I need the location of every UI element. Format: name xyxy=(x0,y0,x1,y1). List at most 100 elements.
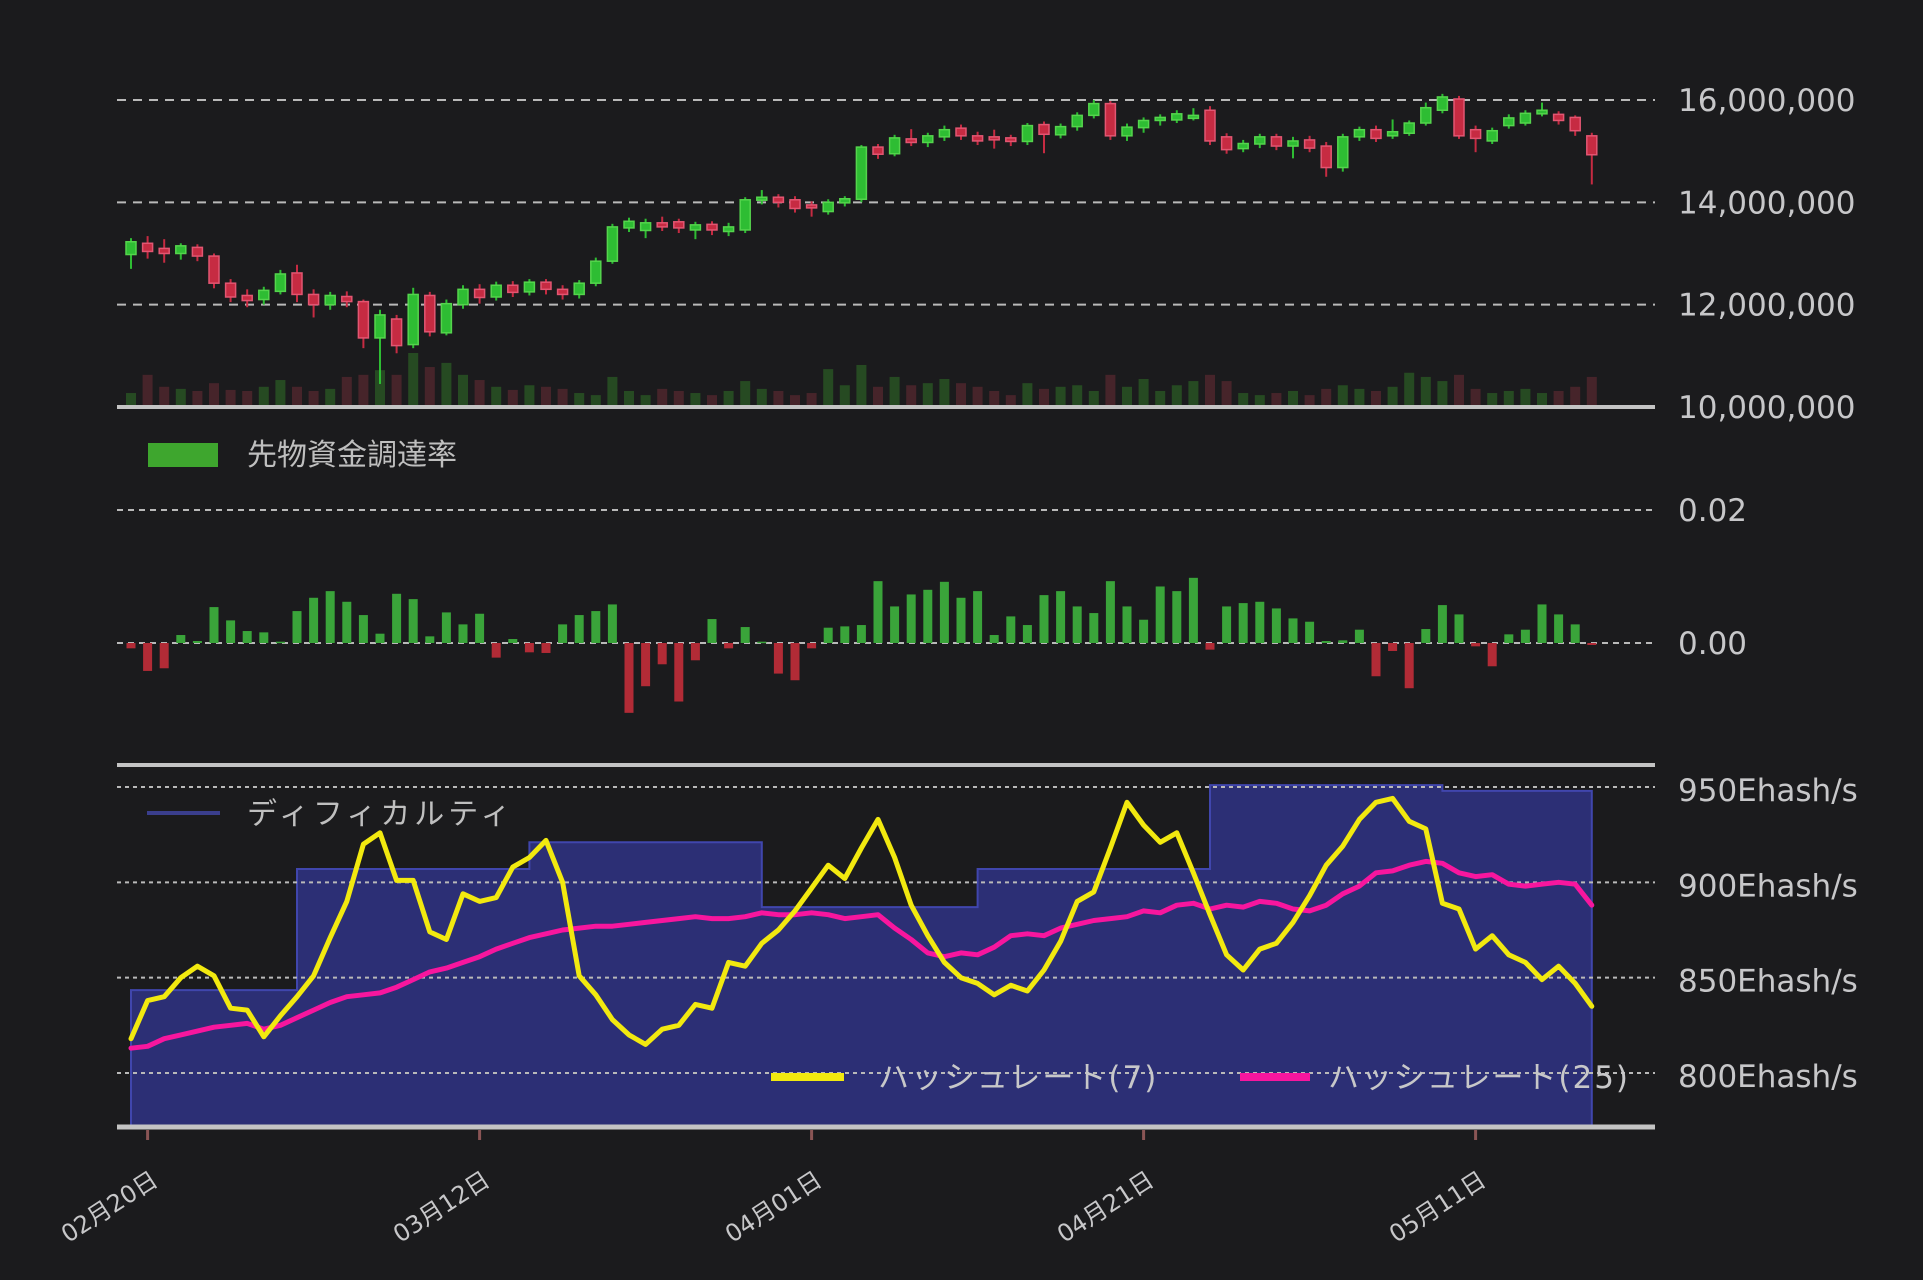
volume-bar[interactable] xyxy=(1570,386,1581,405)
candle[interactable] xyxy=(125,238,137,269)
candle[interactable] xyxy=(490,281,502,301)
volume-bar[interactable] xyxy=(242,390,253,405)
candle[interactable] xyxy=(1054,123,1067,139)
funding-bar[interactable] xyxy=(275,641,285,644)
funding-bar[interactable] xyxy=(1205,643,1215,650)
funding-bar[interactable] xyxy=(724,643,734,649)
volume-bar[interactable] xyxy=(1055,386,1066,405)
funding-bar[interactable] xyxy=(790,643,800,681)
candle[interactable] xyxy=(241,289,253,308)
funding-bar[interactable] xyxy=(1371,643,1381,677)
funding-bar[interactable] xyxy=(1454,614,1464,643)
funding-bar[interactable] xyxy=(126,643,136,649)
volume-bar[interactable] xyxy=(192,390,203,405)
candle[interactable] xyxy=(424,291,436,337)
funding-bar[interactable] xyxy=(1504,634,1514,643)
volume-bar[interactable] xyxy=(325,388,336,405)
volume-bar[interactable] xyxy=(1155,390,1166,405)
legend-hashrate-7[interactable]: ハッシュレート(7) xyxy=(771,1060,1158,1096)
candle[interactable] xyxy=(673,218,685,234)
candle[interactable] xyxy=(1237,139,1249,153)
funding-bar[interactable] xyxy=(906,594,916,643)
volume-bar[interactable] xyxy=(823,369,834,405)
candle[interactable] xyxy=(407,287,419,349)
volume-bar[interactable] xyxy=(906,385,917,405)
candle[interactable] xyxy=(1403,120,1415,136)
candle[interactable] xyxy=(175,243,187,260)
funding-bar[interactable] xyxy=(375,633,385,643)
candle[interactable] xyxy=(955,124,967,140)
candle[interactable] xyxy=(1005,134,1017,147)
candle[interactable] xyxy=(888,134,901,157)
candle[interactable] xyxy=(872,144,884,159)
funding-bar[interactable] xyxy=(1122,606,1132,643)
candle[interactable] xyxy=(390,314,403,354)
funding-bar[interactable] xyxy=(1188,577,1198,643)
volume-bar[interactable] xyxy=(441,362,452,405)
volume-bar[interactable] xyxy=(956,383,966,405)
funding-bar[interactable] xyxy=(1255,601,1265,643)
volume-bar[interactable] xyxy=(1371,390,1381,405)
funding-bar[interactable] xyxy=(1006,616,1016,643)
funding-rate-bars[interactable] xyxy=(126,577,1597,713)
funding-bar[interactable] xyxy=(408,599,418,643)
candle[interactable] xyxy=(606,223,619,264)
volume-bars[interactable] xyxy=(126,353,1597,405)
funding-bar[interactable] xyxy=(674,643,684,702)
candle[interactable] xyxy=(291,264,303,303)
candle[interactable] xyxy=(1088,100,1100,119)
funding-bar[interactable] xyxy=(1587,643,1597,645)
candle[interactable] xyxy=(1121,123,1133,141)
candle[interactable] xyxy=(1254,133,1266,149)
funding-bar[interactable] xyxy=(1570,624,1580,643)
volume-bar[interactable] xyxy=(1254,395,1265,405)
volume-bar[interactable] xyxy=(491,386,502,405)
candle[interactable] xyxy=(1503,114,1515,129)
volume-bar[interactable] xyxy=(142,374,153,405)
funding-bar[interactable] xyxy=(641,643,651,687)
candle[interactable] xyxy=(1370,125,1382,142)
candle[interactable] xyxy=(1287,136,1299,159)
candle[interactable] xyxy=(1536,102,1548,117)
volume-bar[interactable] xyxy=(922,383,933,405)
hashrate7-line[interactable] xyxy=(128,795,1595,1047)
funding-bar[interactable] xyxy=(558,624,568,643)
volume-bar[interactable] xyxy=(126,393,136,405)
volume-bar[interactable] xyxy=(1072,385,1083,405)
funding-bar[interactable] xyxy=(441,612,451,643)
volume-bar[interactable] xyxy=(1354,388,1365,405)
funding-bar[interactable] xyxy=(1172,591,1182,643)
volume-bar[interactable] xyxy=(1470,388,1481,405)
volume-bar[interactable] xyxy=(292,386,302,405)
candle[interactable] xyxy=(1137,117,1150,133)
hashrate25-line[interactable] xyxy=(128,858,1595,1051)
candle[interactable] xyxy=(1552,111,1565,125)
funding-bar[interactable] xyxy=(392,593,402,643)
funding-bar[interactable] xyxy=(1271,608,1281,643)
funding-bar[interactable] xyxy=(840,626,850,643)
candle[interactable] xyxy=(1187,108,1200,121)
candle[interactable] xyxy=(1420,102,1432,126)
volume-bar[interactable] xyxy=(1520,388,1531,405)
candle[interactable] xyxy=(1104,101,1117,140)
volume-bar[interactable] xyxy=(1404,372,1415,405)
candle[interactable] xyxy=(457,285,469,309)
candle[interactable] xyxy=(756,190,768,205)
candle[interactable] xyxy=(1486,127,1498,145)
candle[interactable] xyxy=(440,299,453,336)
funding-bar[interactable] xyxy=(541,643,551,653)
candle[interactable] xyxy=(274,269,287,295)
candle[interactable] xyxy=(855,145,868,203)
funding-bar[interactable] xyxy=(325,591,335,643)
funding-bar[interactable] xyxy=(1056,591,1066,643)
funding-bar[interactable] xyxy=(856,625,866,643)
funding-bar[interactable] xyxy=(1105,581,1115,643)
volume-bar[interactable] xyxy=(557,388,568,405)
funding-bar[interactable] xyxy=(1520,629,1530,643)
funding-bar[interactable] xyxy=(591,611,601,643)
difficulty-area[interactable] xyxy=(130,784,1593,1128)
candle[interactable] xyxy=(1386,119,1399,139)
candle[interactable] xyxy=(988,129,1000,149)
candle[interactable] xyxy=(141,236,154,259)
candle[interactable] xyxy=(374,309,386,384)
